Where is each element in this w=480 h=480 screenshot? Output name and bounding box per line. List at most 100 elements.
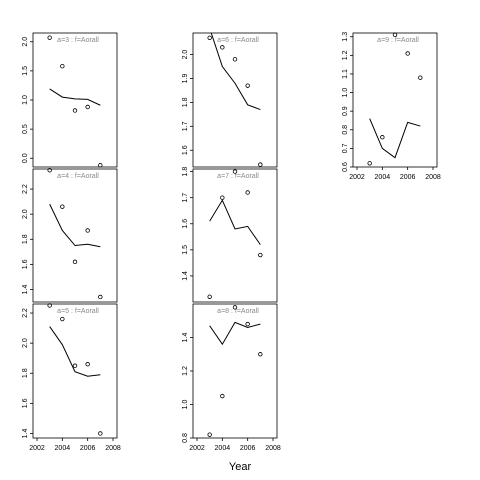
panel-frame (32, 168, 118, 303)
data-point (258, 352, 263, 357)
panel-title: a=7 : f=Aorall (217, 173, 259, 180)
y-tick-label: 1.2 (342, 50, 349, 60)
panel-title: a=4 : f=Aorall (57, 173, 99, 180)
data-point (245, 321, 250, 327)
y-tick-label: 1.6 (22, 259, 29, 269)
y-tick-label: 1.7 (182, 121, 189, 131)
data-point (232, 169, 238, 174)
data-point (60, 316, 65, 322)
panel-6: 1.4 1.6 1.8 2.0 2.2 2002 2004 2006 2008 a=5 : f=A… (22, 303, 121, 452)
x-tick-label: 2008 (425, 174, 441, 181)
y-tick-label: 0.0 (22, 153, 29, 163)
panel-frame (352, 32, 438, 168)
data-point (232, 305, 238, 310)
data-point (245, 83, 250, 88)
y-tick-label: 2.0 (182, 50, 189, 60)
panel-title: a=5 : f=Aorall (57, 308, 99, 315)
panel-3: 0.6 0.7 0.8 0.9 1.0 1.1 1.2 1.3 2002 2004 2006 2008… (342, 32, 441, 181)
y-tick-label: 1.4 (22, 429, 29, 439)
fit-line (210, 33, 261, 111)
fit-line (209, 321, 261, 346)
y-tick-label: 1.5 (22, 66, 29, 76)
y-tick-label: 1.3 (342, 32, 349, 42)
panel-7: 0.8 1.0 1.2 1.4 2002 2004 2006 2008 a=8 : f=Aora… (182, 303, 281, 452)
y-tick-label: 1.8 (22, 234, 29, 244)
y-tick-label: 1.8 (182, 167, 189, 177)
y-tick-label: 1.9 (182, 73, 189, 83)
y-tick-label: 1.0 (182, 400, 189, 410)
data-point (245, 190, 250, 195)
x-tick-label: 2004 (215, 445, 231, 452)
panel-frame (192, 32, 278, 168)
data-point (72, 259, 78, 265)
data-point (98, 294, 103, 300)
y-tick-label: 1.4 (22, 284, 29, 294)
panel-title: a=9 : f=Aorall (377, 37, 419, 44)
x-tick-label: 2006 (80, 445, 96, 452)
x-tick-label: 2002 (349, 174, 365, 181)
y-tick-label: 1.4 (182, 271, 189, 281)
y-tick-label: 1.8 (22, 368, 29, 378)
x-tick-label: 2008 (105, 445, 121, 452)
data-point (220, 45, 225, 50)
data-point (85, 104, 90, 110)
fit-line (49, 203, 101, 248)
data-point (220, 393, 225, 399)
y-tick-label: 1.0 (22, 95, 29, 105)
data-point (380, 135, 385, 140)
data-point (85, 228, 90, 233)
y-tick-label: 1.6 (182, 219, 189, 229)
data-point (60, 204, 65, 209)
y-tick-label: 1.5 (182, 245, 189, 255)
data-point (232, 57, 238, 62)
data-point (418, 75, 423, 80)
data-point (85, 362, 90, 367)
x-tick-label: 2004 (55, 445, 71, 452)
fit-line (209, 199, 261, 245)
panel-title: a=8 : f=Aorall (217, 308, 259, 315)
panel-frame (192, 303, 278, 439)
y-tick-label: 0.6 (342, 162, 349, 172)
data-point (47, 35, 52, 40)
fit-line (49, 326, 101, 377)
figure-x-axis-label: Year (229, 461, 252, 473)
y-tick-label: 2.0 (22, 338, 29, 348)
panel-title: a=3 : f=Aorall (57, 37, 99, 44)
y-tick-label: 1.4 (182, 333, 189, 343)
data-point (98, 163, 103, 168)
y-tick-label: 2.2 (22, 184, 29, 194)
y-tick-label: 1.7 (182, 193, 189, 203)
x-tick-label: 2002 (29, 445, 45, 452)
y-tick-label: 1.6 (22, 398, 29, 408)
panel-1: 0.0 0.5 1.0 1.5 2.0 a=3 : f=Aorall (22, 32, 118, 168)
y-tick-label: 1.8 (182, 97, 189, 107)
y-tick-label: 1.2 (182, 366, 189, 376)
data-point (207, 35, 212, 40)
y-tick-label: 1.1 (342, 69, 349, 79)
y-tick-label: 2.0 (22, 209, 29, 219)
y-tick-label: 0.7 (342, 143, 349, 153)
y-tick-label: 0.8 (342, 125, 349, 135)
fit-line (369, 118, 421, 159)
panel-frame (192, 168, 278, 303)
panel-2: 1.6 1.7 1.8 1.9 2.0 a=6 : f=Aorall (182, 32, 278, 168)
data-point (258, 162, 263, 167)
y-tick-label: 1.6 (182, 145, 189, 155)
panel-frame (32, 32, 118, 168)
y-tick-label: 0.5 (22, 124, 29, 134)
x-tick-label: 2002 (189, 445, 205, 452)
y-tick-label: 2.0 (22, 37, 29, 47)
data-point (207, 432, 212, 437)
data-point (220, 195, 225, 200)
data-point (405, 51, 410, 56)
data-point (98, 431, 103, 436)
data-point (367, 161, 372, 166)
y-tick-label: 0.8 (182, 433, 189, 443)
x-tick-label: 2004 (375, 174, 391, 181)
x-tick-label: 2006 (400, 174, 416, 181)
data-point (207, 294, 212, 299)
data-point (60, 64, 65, 69)
panel-4: 1.4 1.6 1.8 2.0 2.2 a=4 : f=Aorall (22, 168, 118, 303)
data-point (72, 363, 78, 368)
